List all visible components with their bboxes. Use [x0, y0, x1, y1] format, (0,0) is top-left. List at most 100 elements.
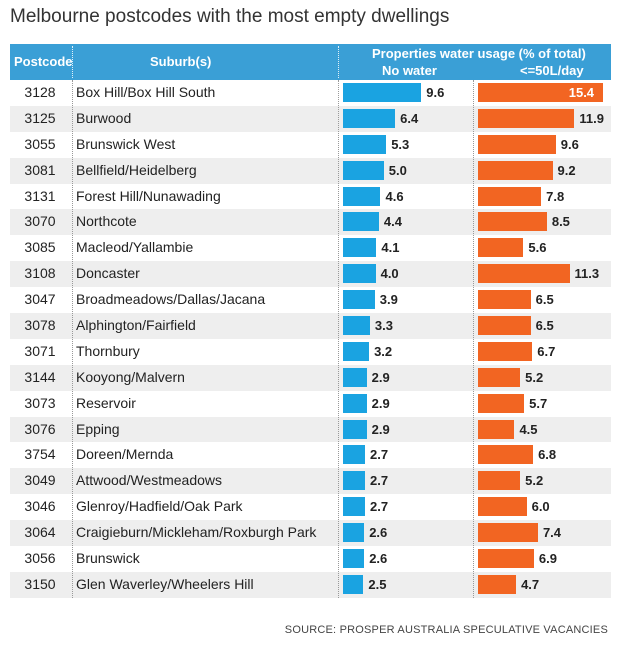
- postcode-cell: 3128: [24, 84, 56, 100]
- low-usage-bar: [478, 160, 553, 180]
- postcode-cell: 3076: [24, 420, 56, 437]
- header-divider: [72, 46, 73, 78]
- postcode-cell: 3071: [24, 342, 56, 359]
- table-row: 3073 Reservoir 2.9 5.7: [10, 391, 611, 417]
- low-usage-label: 6.7: [537, 343, 556, 359]
- suburb-cell: Burwood: [76, 109, 132, 126]
- table-header: Postcode Suburb(s) Properties water usag…: [10, 44, 611, 80]
- low-usage-label: 7.8: [546, 188, 565, 204]
- table-row: 3108 Doncaster 4.0 11.3: [10, 261, 611, 288]
- table-row: 3049 Attwood/Westmeadows 2.7 5.2: [10, 468, 611, 495]
- postcode-cell: 3754: [24, 446, 56, 463]
- suburb-cell: Box Hill/Box Hill South: [76, 84, 216, 100]
- low-usage-label: 15.4: [568, 85, 595, 100]
- low-usage-label: 9.2: [557, 162, 576, 178]
- header-postcode: Postcode: [14, 54, 73, 69]
- low-usage-bar: [478, 574, 517, 594]
- postcode-cell: 3056: [24, 550, 56, 567]
- low-usage-bar: [478, 471, 521, 491]
- low-usage-label: 11.9: [579, 110, 604, 126]
- low-usage-label: 7.4: [542, 525, 562, 541]
- low-usage-label: 9.6: [560, 136, 579, 152]
- postcode-cell: 3049: [24, 472, 56, 489]
- no-water-label: 2.9: [371, 421, 390, 437]
- no-water-label: 2.7: [370, 447, 389, 463]
- no-water-label: 2.9: [371, 395, 390, 411]
- header-no-water: No water: [382, 63, 437, 78]
- source-note: SOURCE: PROSPER AUSTRALIA SPECULATIVE VA…: [284, 624, 608, 636]
- table-row: 3071 Thornbury 3.2 6.7: [10, 339, 611, 365]
- no-water-bar: [343, 497, 365, 517]
- table-row: 3144 Kooyong/Malvern 2.9 5.2: [10, 364, 611, 391]
- low-usage-label: 6.5: [535, 292, 554, 308]
- low-usage-bar: [478, 419, 515, 439]
- table-row: 3125 Burwood 6.4 11.9: [10, 105, 611, 132]
- low-usage-label: 5.7: [529, 395, 548, 411]
- suburb-cell: Craigieburn/Mickleham/Roxburgh Park: [76, 524, 317, 541]
- no-water-label: 4.1: [381, 240, 400, 256]
- no-water-bar: [343, 134, 387, 154]
- chart-title: Melbourne postcodes with the most empty …: [10, 6, 450, 27]
- suburb-cell: Bellfield/Heidelberg: [76, 161, 197, 178]
- suburb-cell: Doncaster: [76, 265, 140, 282]
- suburb-cell: Glen Waverley/Wheelers Hill: [76, 575, 254, 592]
- no-water-bar: [343, 83, 422, 102]
- no-water-label: 2.7: [370, 499, 389, 515]
- header-suburbs: Suburb(s): [150, 54, 212, 69]
- postcode-cell: 3070: [24, 213, 56, 230]
- table-body: 3128 Box Hill/Box Hill South 9.6 15.4 3125 Bu…: [10, 80, 611, 598]
- header-group-label: Properties water usage (% of total): [372, 46, 586, 61]
- no-water-bar: [343, 108, 396, 128]
- no-water-bar: [343, 212, 379, 232]
- low-usage-bar: [478, 549, 534, 569]
- postcode-cell: 3125: [24, 109, 56, 126]
- header-low-usage: <=50L/day: [520, 63, 584, 78]
- no-water-label: 2.6: [369, 551, 388, 567]
- postcode-cell: 3055: [24, 135, 56, 152]
- low-usage-label: 11.3: [574, 266, 600, 282]
- header-divider: [338, 46, 339, 78]
- no-water-bar: [343, 160, 384, 180]
- no-water-bar: [343, 316, 370, 336]
- no-water-label: 2.6: [369, 525, 388, 541]
- no-water-label: 6.4: [400, 110, 419, 126]
- low-usage-label: 8.5: [551, 214, 570, 230]
- postcode-cell: 3064: [24, 524, 56, 541]
- no-water-bar: [343, 445, 365, 465]
- no-water-label: 3.9: [379, 292, 398, 308]
- postcode-cell: 3085: [24, 239, 56, 256]
- no-water-label: 2.5: [368, 576, 387, 592]
- no-water-label: 5.3: [391, 136, 410, 152]
- table-row: 3078 Alphington/Fairfield 3.3 6.5: [10, 313, 611, 339]
- no-water-label: 3.2: [374, 343, 393, 359]
- no-water-label: 4.6: [385, 188, 404, 204]
- table-row: 3046 Glenroy/Hadfield/Oak Park 2.7 6.0: [10, 494, 611, 520]
- table-row: 3085 Macleod/Yallambie 4.1 5.6: [10, 235, 611, 261]
- low-usage-label: 6.5: [535, 318, 554, 334]
- low-usage-bar: [478, 523, 538, 543]
- suburb-cell: Macleod/Yallambie: [76, 239, 194, 256]
- no-water-bar: [343, 238, 377, 258]
- suburb-cell: Brunswick West: [76, 135, 176, 152]
- postcode-cell: 3150: [24, 575, 56, 592]
- no-water-label: 9.6: [426, 85, 445, 100]
- no-water-bar: [343, 523, 365, 543]
- table-row: 3150 Glen Waverley/Wheelers Hill 2.5 4.7: [10, 571, 611, 598]
- low-usage-bar: [478, 290, 531, 310]
- suburb-cell: Kooyong/Malvern: [76, 368, 185, 385]
- suburb-cell: Doreen/Mernda: [76, 446, 174, 463]
- low-usage-bar: [478, 238, 524, 258]
- low-usage-bar: [478, 393, 525, 413]
- low-usage-label: 6.9: [538, 551, 557, 567]
- suburb-cell: Broadmeadows/Dallas/Jacana: [76, 291, 266, 308]
- postcode-cell: 3131: [24, 187, 56, 204]
- low-usage-bar: [478, 497, 527, 517]
- no-water-label: 2.7: [370, 473, 389, 489]
- table-row: 3128 Box Hill/Box Hill South 9.6 15.4: [10, 80, 611, 106]
- postcode-cell: 3078: [24, 317, 56, 334]
- table-row: 3070 Northcote 4.4 8.5: [10, 209, 611, 236]
- column-divider: [72, 80, 73, 598]
- low-usage-bar: [478, 83, 603, 102]
- table-row: 3131 Forest Hill/Nunawading 4.6 7.8: [10, 184, 611, 210]
- postcode-cell: 3108: [24, 265, 56, 282]
